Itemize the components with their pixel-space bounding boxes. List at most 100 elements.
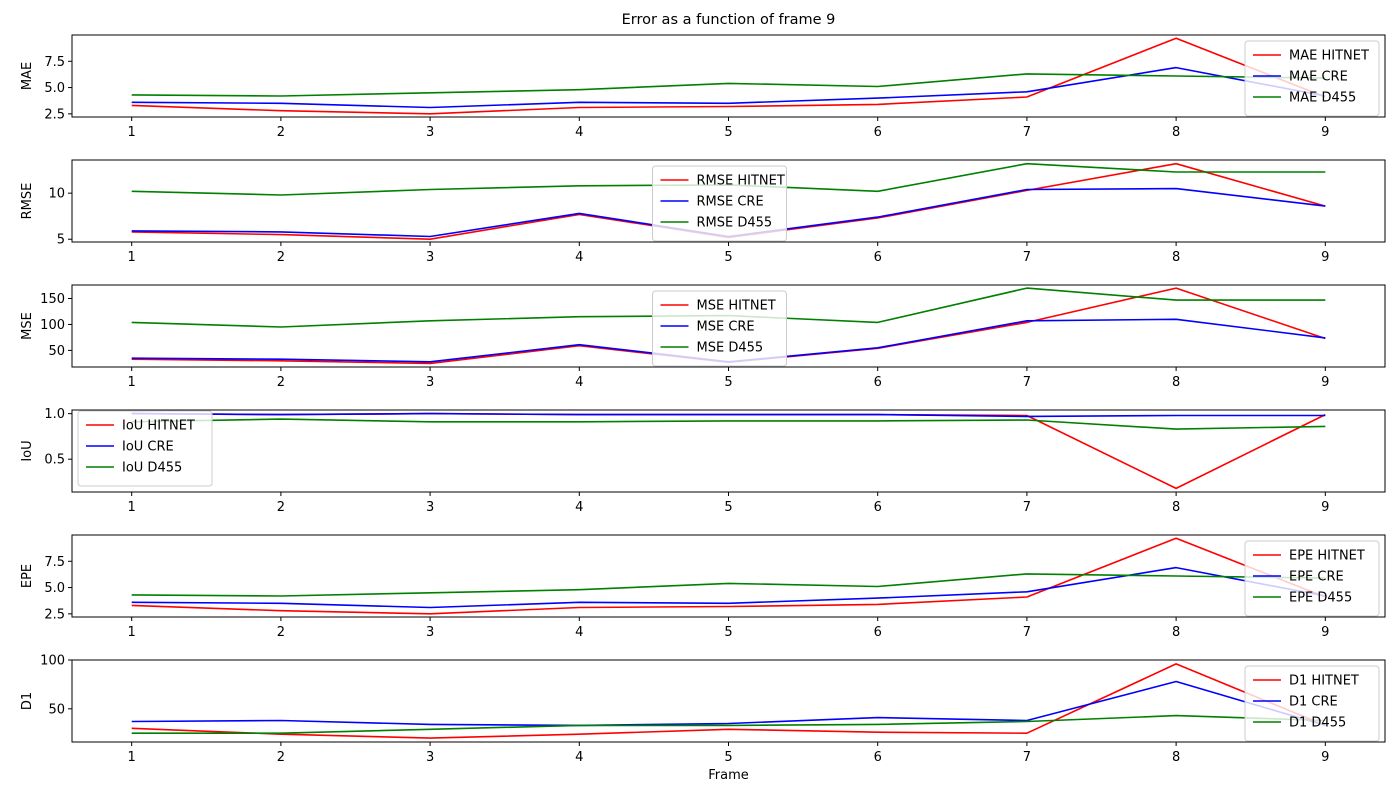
x-tick-label-iou: 7 (1023, 500, 1031, 515)
x-tick-label-epe: 2 (277, 625, 285, 640)
x-tick-label-iou: 6 (874, 500, 882, 515)
series-line-epe-cre (131, 566, 1326, 609)
x-tick-label-mae: 2 (277, 125, 285, 140)
x-tick-label-rmse: 7 (1023, 250, 1031, 265)
x-tick-label-mse: 7 (1023, 375, 1031, 390)
x-tick-label-d1: 9 (1321, 750, 1329, 765)
x-tick-label-epe: 3 (426, 625, 434, 640)
series-line-mae-cre (131, 66, 1326, 109)
series-line-epe-hitnet (131, 537, 1326, 615)
x-tick-label-epe: 4 (575, 625, 583, 640)
legend-label-d1-hitnet: D1 HITNET (1289, 674, 1359, 689)
y-axis-label-rmse: RMSE (20, 183, 35, 220)
legend-label-epe-d455: EPE D455 (1289, 591, 1352, 606)
x-tick-label-d1: 4 (575, 750, 583, 765)
axes-frame-mse (71, 284, 1386, 368)
x-tick-label-rmse: 2 (277, 250, 285, 265)
x-tick-label-rmse: 1 (128, 250, 136, 265)
series-line-d1-cre (131, 680, 1326, 727)
x-tick-label-rmse: 6 (874, 250, 882, 265)
legend-epe: EPE HITNET EPE CRE EPE D455 (1244, 540, 1380, 617)
axes-frame-mae (71, 34, 1386, 118)
legend-mse: MSE HITNET MSE CRE MSE D455 (652, 290, 787, 367)
x-axis-label: Frame (708, 768, 749, 783)
x-tick-label-iou: 5 (724, 500, 732, 515)
y-axis-label-mae: MAE (20, 62, 35, 90)
x-tick-label-iou: 9 (1321, 500, 1329, 515)
y-tick-label-epe: 7.5 (44, 555, 65, 570)
axes-frame-rmse (71, 159, 1386, 243)
x-tick-label-rmse: 4 (575, 250, 583, 265)
y-tick-label-rmse: 10 (48, 187, 65, 202)
legend-label-epe-cre: EPE CRE (1289, 570, 1344, 585)
legend-label-iou-d455: IoU D455 (122, 461, 182, 476)
x-tick-label-d1: 7 (1023, 750, 1031, 765)
panel-d1: D1 50 100 1 2 3 4 5 6 7 8 9 D1 HITNET D1 CRE D1 D455 (20, 654, 1386, 765)
axes-frame-epe (71, 534, 1386, 618)
x-tick-label-d1: 2 (277, 750, 285, 765)
y-tick-label-iou: 1.0 (44, 407, 65, 422)
y-axis-label-iou: IoU (20, 440, 35, 461)
legend-label-iou-cre: IoU CRE (122, 440, 174, 455)
legend-mae: MAE HITNET MAE CRE MAE D455 (1244, 40, 1380, 117)
x-tick-label-epe: 6 (874, 625, 882, 640)
x-tick-label-mae: 7 (1023, 125, 1031, 140)
series-line-iou-d455 (131, 418, 1326, 430)
legend-label-rmse-cre: RMSE CRE (697, 195, 764, 210)
legend-label-mse-d455: MSE D455 (697, 341, 764, 356)
x-tick-label-epe: 7 (1023, 625, 1031, 640)
x-tick-label-iou: 3 (426, 500, 434, 515)
series-line-epe-d455 (131, 573, 1326, 597)
x-tick-label-iou: 4 (575, 500, 583, 515)
y-tick-label-mse: 50 (48, 344, 65, 359)
legend-iou: IoU HITNET IoU CRE IoU D455 (77, 410, 213, 487)
legend-label-mse-hitnet: MSE HITNET (697, 299, 776, 314)
legend-label-rmse-hitnet: RMSE HITNET (697, 174, 785, 189)
x-tick-label-mse: 8 (1172, 375, 1180, 390)
y-tick-label-mae: 7.5 (44, 55, 65, 70)
x-tick-label-epe: 1 (128, 625, 136, 640)
x-tick-label-rmse: 8 (1172, 250, 1180, 265)
legend-d1: D1 HITNET D1 CRE D1 D455 (1244, 665, 1380, 742)
x-tick-label-epe: 9 (1321, 625, 1329, 640)
y-tick-label-mse: 150 (40, 292, 65, 307)
legend-rmse: RMSE HITNET RMSE CRE RMSE D455 (652, 165, 787, 242)
y-tick-label-epe: 5.0 (44, 581, 65, 596)
legend-label-mae-d455: MAE D455 (1289, 91, 1356, 106)
series-line-d1-hitnet (131, 663, 1326, 739)
series-line-iou-hitnet (131, 412, 1326, 490)
x-tick-label-iou: 2 (277, 500, 285, 515)
x-tick-label-rmse: 9 (1321, 250, 1329, 265)
y-tick-label-d1: 50 (48, 702, 65, 717)
x-tick-label-mae: 8 (1172, 125, 1180, 140)
legend-label-epe-hitnet: EPE HITNET (1289, 549, 1365, 564)
y-axis-label-epe: EPE (20, 564, 35, 588)
series-line-mae-d455 (131, 73, 1326, 97)
x-tick-label-d1: 1 (128, 750, 136, 765)
x-tick-label-rmse: 5 (724, 250, 732, 265)
x-tick-label-d1: 5 (724, 750, 732, 765)
x-tick-label-rmse: 3 (426, 250, 434, 265)
legend-label-mse-cre: MSE CRE (697, 320, 755, 335)
legend-label-mae-hitnet: MAE HITNET (1289, 49, 1369, 64)
y-tick-label-mse: 100 (40, 318, 65, 333)
series-line-d1-d455 (131, 714, 1326, 735)
x-tick-label-d1: 3 (426, 750, 434, 765)
x-tick-label-mse: 4 (575, 375, 583, 390)
x-tick-label-mse: 2 (277, 375, 285, 390)
y-axis-label-mse: MSE (20, 312, 35, 340)
y-tick-label-d1: 100 (40, 654, 65, 669)
series-line-iou-cre (131, 412, 1326, 418)
y-tick-label-mae: 2.5 (44, 107, 65, 122)
panel-iou: IoU 0.5 1.0 1 2 3 4 5 6 7 8 9 IoU HITNET IoU CRE IoU D… (20, 407, 1386, 515)
x-tick-label-mse: 9 (1321, 375, 1329, 390)
x-tick-label-mae: 1 (128, 125, 136, 140)
x-tick-label-d1: 6 (874, 750, 882, 765)
y-tick-label-iou: 0.5 (44, 453, 65, 468)
figure-title: Error as a function of frame 9 (621, 12, 836, 28)
x-tick-label-d1: 8 (1172, 750, 1180, 765)
